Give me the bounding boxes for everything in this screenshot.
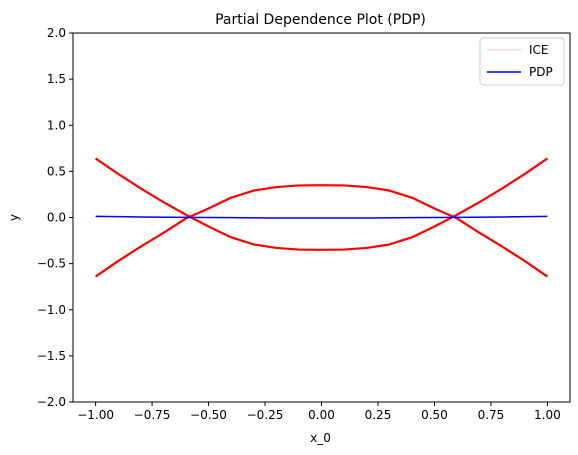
pdp-line bbox=[95, 215, 548, 219]
y-tick-label: 0.0 bbox=[47, 211, 66, 225]
x-tick-label: 0.75 bbox=[478, 408, 505, 422]
ice-curve-1 bbox=[94, 157, 549, 251]
x-tick-label: −1.00 bbox=[77, 408, 114, 422]
legend-ice-label: ICE bbox=[529, 43, 549, 57]
y-axis-label: y bbox=[7, 214, 21, 221]
x-tick-label: 0.00 bbox=[308, 408, 335, 422]
chart-title: Partial Dependence Plot (PDP) bbox=[215, 12, 426, 28]
legend: ICE PDP bbox=[479, 37, 565, 86]
plot-layer bbox=[94, 157, 549, 278]
y-tick-label: 0.5 bbox=[47, 164, 66, 178]
y-tick-label: −0.5 bbox=[37, 257, 66, 271]
x-tick-label: −0.75 bbox=[134, 408, 171, 422]
y-tick-label: 1.0 bbox=[47, 118, 66, 132]
legend-pdp-label: PDP bbox=[529, 65, 553, 79]
x-axis-ticks: −1.00 −0.75 −0.50 −0.25 0.00 0.25 0.50 0.75 1.00 bbox=[77, 402, 561, 422]
x-tick-label: 1.00 bbox=[534, 408, 561, 422]
x-tick-label: −0.25 bbox=[247, 408, 284, 422]
x-axis-label: x_0 bbox=[310, 431, 331, 445]
ice-curve-2 bbox=[94, 184, 549, 278]
y-tick-label: −1.5 bbox=[37, 349, 66, 363]
y-axis-ticks: −2.0 −1.5 −1.0 −0.5 0.0 0.5 1.0 1.5 2.0 bbox=[37, 26, 73, 409]
x-tick-label: 0.50 bbox=[421, 408, 448, 422]
y-tick-label: 2.0 bbox=[47, 26, 66, 40]
y-tick-label: 1.5 bbox=[47, 72, 66, 86]
x-tick-label: −0.50 bbox=[190, 408, 227, 422]
y-tick-label: −2.0 bbox=[37, 395, 66, 409]
x-tick-label: 0.25 bbox=[365, 408, 392, 422]
y-tick-label: −1.0 bbox=[37, 303, 66, 317]
